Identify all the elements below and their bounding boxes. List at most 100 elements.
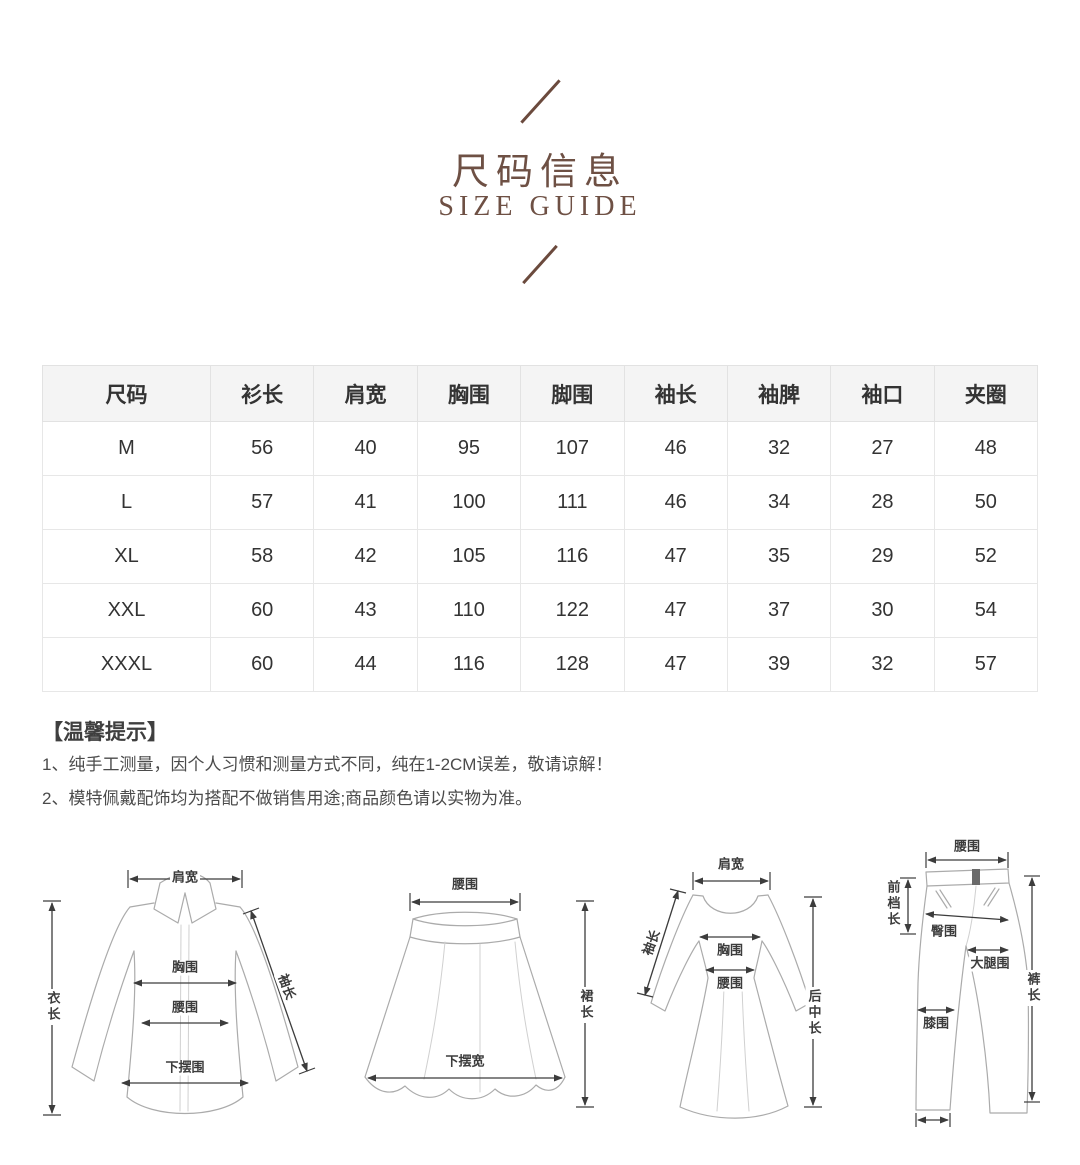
- table-cell: 56: [209, 421, 315, 476]
- table-cell: 107: [520, 421, 625, 476]
- table-cell: 47: [623, 529, 728, 584]
- table-cell: 41: [313, 475, 418, 530]
- dress-drawing: [636, 872, 822, 1119]
- table-row: M 56 40 95 107 46 32 27 48: [42, 421, 1039, 476]
- table-cell: M: [42, 421, 211, 476]
- decorative-slash-bottom: [522, 244, 558, 285]
- table-cell: 105: [416, 529, 522, 584]
- table-cell: 48: [933, 421, 1039, 476]
- pants-measure-arrows: [900, 852, 1040, 1127]
- column-header: 袖长: [623, 365, 728, 422]
- skirt-outline: [364, 911, 566, 1100]
- dress-back-length-label: 后中长: [805, 987, 822, 1039]
- tips-line-2: 2、模特佩戴配饰均为搭配不做销售用途;商品颜色请以实物为准。: [42, 789, 533, 808]
- table-cell: 32: [830, 637, 935, 692]
- shirt-measure-arrows: [43, 870, 316, 1116]
- table-cell: 52: [933, 529, 1039, 584]
- shirt-shoulder-label: 肩宽: [169, 869, 201, 886]
- decorative-slash-top: [520, 79, 561, 124]
- tips-section: 【温馨提示】 1、纯手工测量，因个人习惯和测量方式不同，纯在1-2CM误差，敬请…: [42, 716, 612, 814]
- table-cell: 100: [416, 475, 522, 530]
- table-row: L 57 41 100 111 46 34 28 50: [42, 475, 1039, 530]
- pants-front-rise-label: 前档长: [884, 878, 901, 930]
- dress-chest-label: 胸围: [714, 942, 746, 959]
- table-cell: 46: [623, 475, 728, 530]
- table-cell: 57: [209, 475, 315, 530]
- table-cell: 58: [209, 529, 315, 584]
- table-cell: 47: [623, 583, 728, 638]
- table-cell: 39: [726, 637, 832, 692]
- column-header: 衫长: [209, 365, 315, 422]
- table-cell: 42: [313, 529, 418, 584]
- table-cell: XXXL: [42, 637, 211, 692]
- shirt-outline: [71, 872, 299, 1115]
- table-row: XXXL 60 44 116 128 47 39 32 57: [42, 637, 1039, 692]
- skirt-measure-diagram: 腰围 裙长 下摆宽: [345, 845, 615, 1135]
- pants-hip-label: 臀围: [928, 923, 960, 940]
- table-cell: 37: [726, 583, 832, 638]
- dress-shoulder-label: 肩宽: [715, 856, 747, 873]
- table-cell: 27: [830, 421, 935, 476]
- skirt-length-label: 裙长: [577, 987, 594, 1023]
- pants-knee-label: 膝围: [920, 1015, 952, 1032]
- dress-measure-diagram: 肩宽 袖长 胸围 腰围 后中长: [618, 845, 883, 1135]
- column-header: 袖口: [830, 365, 935, 422]
- dress-waist-label: 腰围: [714, 975, 746, 992]
- column-header: 袖脾: [726, 365, 832, 422]
- shirt-length-label: 衣长: [44, 989, 61, 1025]
- size-table-head: 尺码 衫长 肩宽 胸围 脚围 袖长 袖脾 袖口 夹圈: [42, 365, 1039, 422]
- table-cell: 44: [313, 637, 418, 692]
- table-cell: XL: [42, 529, 211, 584]
- table-cell: 57: [933, 637, 1039, 692]
- table-cell: 28: [830, 475, 935, 530]
- pants-length-label: 裤长: [1024, 970, 1041, 1006]
- pants-thigh-label: 大腿围: [968, 955, 1012, 972]
- column-header: 尺码: [42, 365, 211, 422]
- table-cell: 60: [209, 583, 315, 638]
- size-table: 尺码 衫长 肩宽 胸围 脚围 袖长 袖脾 袖口 夹圈 M 56 40 95 107 46 32 27 48 L 57…: [42, 365, 1039, 692]
- dress-outline: [650, 894, 811, 1119]
- table-cell: 54: [933, 583, 1039, 638]
- table-cell: XXL: [42, 583, 211, 638]
- column-header: 肩宽: [313, 365, 418, 422]
- table-row: XL 58 42 105 116 47 35 29 52: [42, 529, 1039, 584]
- table-cell: 34: [726, 475, 832, 530]
- shirt-hem-label: 下摆围: [163, 1059, 207, 1076]
- table-cell: 110: [416, 583, 522, 638]
- table-cell: 116: [416, 637, 522, 692]
- size-table-head-row: 尺码 衫长 肩宽 胸围 脚围 袖长 袖脾 袖口 夹圈: [42, 365, 1039, 422]
- table-cell: 128: [520, 637, 625, 692]
- page-title: 尺码信息: [452, 151, 628, 192]
- skirt-waist-label: 腰围: [449, 876, 481, 893]
- table-cell: 111: [520, 475, 625, 530]
- column-header: 脚围: [520, 365, 625, 422]
- table-cell: 50: [933, 475, 1039, 530]
- pants-drawing: [900, 852, 1040, 1127]
- table-cell: 40: [313, 421, 418, 476]
- table-cell: 122: [520, 583, 625, 638]
- page-subtitle: SIZE GUIDE: [438, 191, 642, 222]
- table-cell: 30: [830, 583, 935, 638]
- shirt-waist-label: 腰围: [169, 999, 201, 1016]
- table-cell: 46: [623, 421, 728, 476]
- tips-line-1: 1、纯手工测量，因个人习惯和测量方式不同，纯在1-2CM误差，敬请谅解！: [42, 755, 613, 774]
- skirt-hem-label: 下摆宽: [443, 1053, 487, 1070]
- pants-waist-label: 腰围: [951, 838, 983, 855]
- pants-outline: [915, 868, 1030, 1114]
- table-cell: 43: [313, 583, 418, 638]
- tips-title: 【温馨提示】: [42, 721, 168, 744]
- table-cell: 32: [726, 421, 832, 476]
- table-cell: 35: [726, 529, 832, 584]
- shirt-chest-label: 胸围: [169, 959, 201, 976]
- table-row: XXL 60 43 110 122 47 37 30 54: [42, 583, 1039, 638]
- table-cell: 47: [623, 637, 728, 692]
- table-cell: L: [42, 475, 211, 530]
- pants-measure-diagram: 腰围 前档长 臀围 大腿围 膝围 裤长: [880, 838, 1080, 1138]
- size-table-body: M 56 40 95 107 46 32 27 48 L 57 41 100 111 46 34 28 50 XL 5…: [42, 421, 1039, 692]
- column-header: 夹圈: [933, 365, 1039, 422]
- table-cell: 29: [830, 529, 935, 584]
- column-header: 胸围: [416, 365, 522, 422]
- table-cell: 60: [209, 637, 315, 692]
- table-cell: 95: [416, 421, 522, 476]
